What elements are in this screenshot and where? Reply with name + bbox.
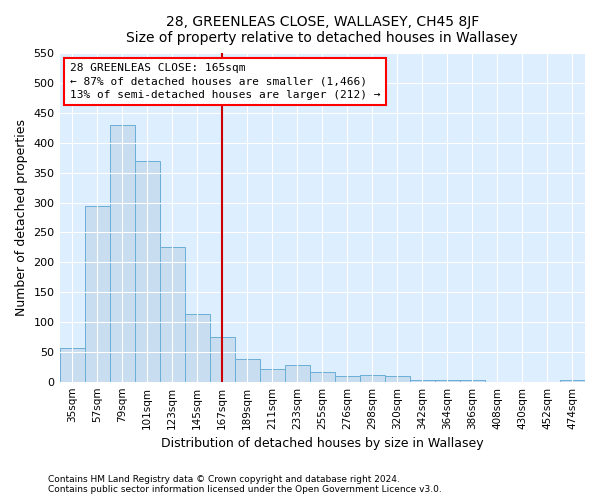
Bar [360,375,385,382]
Bar [560,380,585,382]
Text: 28 GREENLEAS CLOSE: 165sqm
← 87% of detached houses are smaller (1,466)
13% of s: 28 GREENLEAS CLOSE: 165sqm ← 87% of deta… [70,63,380,100]
Text: Contains HM Land Registry data © Crown copyright and database right 2024.
Contai: Contains HM Land Registry data © Crown c… [48,475,442,494]
Bar [385,376,410,382]
Bar [209,337,235,382]
Bar [160,248,185,382]
Bar [460,380,485,382]
Bar [85,206,110,382]
Bar [285,365,310,382]
Bar [335,376,360,382]
Y-axis label: Number of detached properties: Number of detached properties [15,119,28,316]
X-axis label: Distribution of detached houses by size in Wallasey: Distribution of detached houses by size … [161,437,484,450]
Bar [185,314,209,382]
Bar [410,380,435,382]
Bar [235,359,260,382]
Bar [310,372,335,382]
Bar [260,368,285,382]
Bar [435,380,460,382]
Bar [59,348,85,382]
Bar [110,125,134,382]
Title: 28, GREENLEAS CLOSE, WALLASEY, CH45 8JF
Size of property relative to detached ho: 28, GREENLEAS CLOSE, WALLASEY, CH45 8JF … [127,15,518,45]
Bar [134,161,160,382]
